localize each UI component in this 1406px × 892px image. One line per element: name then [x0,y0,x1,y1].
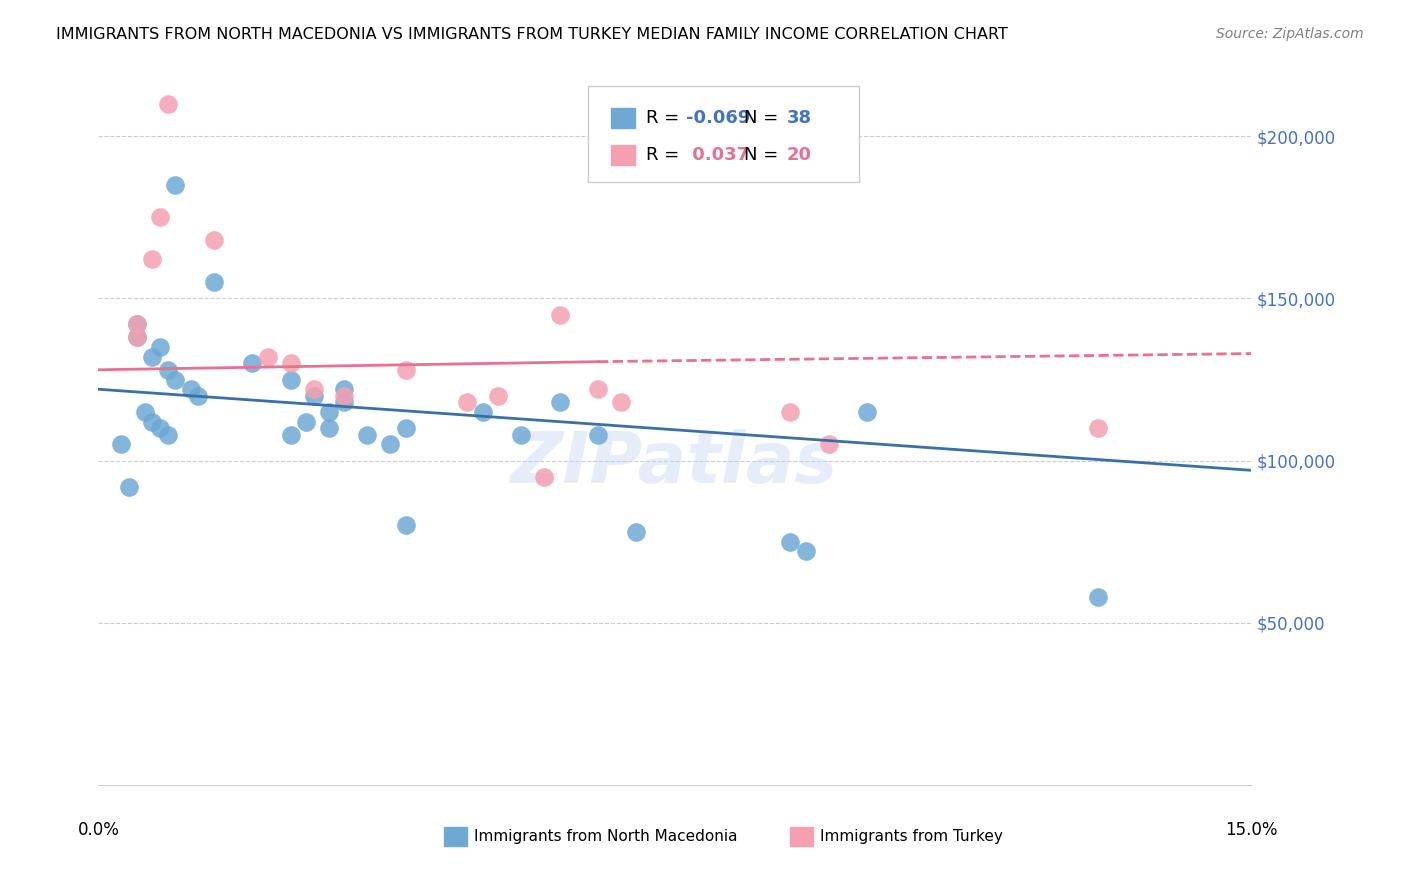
Point [395,421,418,435]
Point [280,372,302,386]
Point [794,544,817,558]
Point [333,389,356,403]
Point [318,405,340,419]
Point [779,405,801,419]
Point [356,427,378,442]
Point [125,318,148,332]
Point [202,233,225,247]
Point [302,389,325,403]
Point [280,356,302,370]
Text: 15.0%: 15.0% [1225,821,1278,838]
Text: Source: ZipAtlas.com: Source: ZipAtlas.com [1216,27,1364,41]
Text: 0.0%: 0.0% [77,821,120,838]
Point [156,363,179,377]
Point [187,389,209,403]
Point [318,421,340,435]
Text: 0.037: 0.037 [686,146,749,164]
Point [548,395,571,409]
Point [134,405,156,419]
Point [380,437,402,451]
Point [141,252,163,267]
Text: 20: 20 [787,146,811,164]
Point [125,330,148,344]
Point [333,395,356,409]
Point [280,427,302,442]
Text: 38: 38 [787,110,811,128]
Point [1087,590,1109,604]
Bar [612,109,634,128]
Bar [612,145,634,165]
Point [510,427,533,442]
Text: IMMIGRANTS FROM NORTH MACEDONIA VS IMMIGRANTS FROM TURKEY MEDIAN FAMILY INCOME C: IMMIGRANTS FROM NORTH MACEDONIA VS IMMIG… [56,27,1008,42]
Point [586,427,609,442]
Point [486,389,509,403]
Point [165,178,187,192]
Point [202,275,225,289]
Text: Immigrants from North Macedonia: Immigrants from North Macedonia [474,829,738,844]
Point [295,415,318,429]
Point [180,382,202,396]
Point [256,350,278,364]
Point [395,363,418,377]
Text: Immigrants from Turkey: Immigrants from Turkey [820,829,1002,844]
Point [610,395,633,409]
Point [141,415,163,429]
Point [471,405,494,419]
Point [302,382,325,396]
Point [1087,421,1109,435]
Bar [790,827,813,846]
Point [149,340,172,354]
Point [533,470,555,484]
Point [149,421,172,435]
Point [333,382,356,396]
Point [456,395,478,409]
Text: N =: N = [744,110,785,128]
Point [110,437,132,451]
Text: R =: R = [647,146,685,164]
Point [125,330,148,344]
Point [626,524,648,539]
Point [156,96,179,111]
Point [856,405,879,419]
Text: -0.069: -0.069 [686,110,751,128]
Point [240,356,263,370]
Point [165,372,187,386]
Point [395,518,418,533]
Point [141,350,163,364]
Point [548,308,571,322]
Point [156,427,179,442]
Point [779,534,801,549]
Text: ZIPatlas: ZIPatlas [512,429,838,499]
Text: N =: N = [744,146,785,164]
Point [149,211,172,225]
FancyBboxPatch shape [589,86,859,182]
Point [586,382,609,396]
Text: R =: R = [647,110,685,128]
Point [817,437,839,451]
Point [125,318,148,332]
Point [118,479,141,493]
Bar [444,827,467,846]
